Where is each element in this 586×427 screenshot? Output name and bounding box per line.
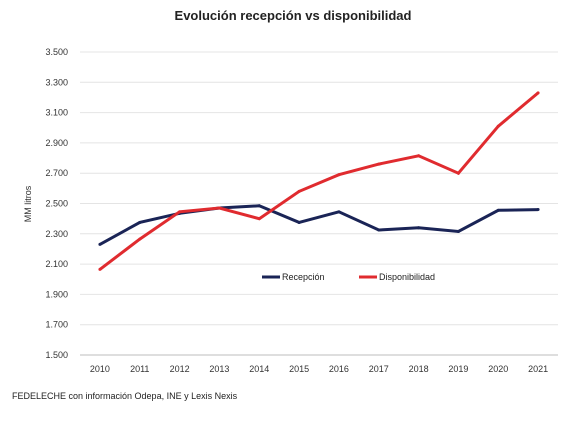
x-tick-label: 2018 [409,364,429,374]
legend: Recepción Disponibilidad [262,272,435,282]
x-tick-label: 2019 [448,364,468,374]
y-tick-label: 1.500 [45,350,68,360]
data-point [138,220,142,224]
y-tick-label: 3.300 [45,77,68,87]
data-point [377,162,381,166]
data-point [536,208,540,212]
data-point [337,210,341,214]
data-point [456,230,460,234]
x-axis-ticks: 2010 2011 2012 2013 2014 2015 2016 2017 2018 2019… [90,364,548,374]
data-point [496,208,500,212]
y-tick-label: 3.500 [45,47,68,57]
series-line-recepción [99,204,539,246]
y-tick-label: 2.900 [45,138,68,148]
gridlines [80,51,558,356]
data-point [456,171,460,175]
x-tick-label: 2010 [90,364,110,374]
data-point [257,217,261,221]
x-tick-label: 2013 [209,364,229,374]
y-tick-label: 3.100 [45,108,68,118]
y-axis-label: MM litros [23,185,33,222]
y-tick-label: 2.700 [45,168,68,178]
y-tick-label: 2.500 [45,199,68,209]
x-tick-label: 2014 [249,364,269,374]
y-tick-label: 2.300 [45,229,68,239]
data-point [138,237,142,241]
data-point [217,206,221,210]
data-point [496,124,500,128]
series-line-disponibilidad [98,91,540,271]
chart-title: Evolución recepción vs disponibilidad [175,8,412,23]
x-tick-label: 2011 [130,364,149,374]
y-tick-label: 1.900 [45,289,68,299]
data-point [337,173,341,177]
data-point [297,220,301,224]
data-point [417,226,421,230]
data-point [257,204,261,208]
x-tick-label: 2016 [329,364,349,374]
x-tick-label: 2017 [369,364,389,374]
x-tick-label: 2020 [488,364,508,374]
data-point [377,228,381,232]
data-point [98,242,102,246]
y-tick-label: 2.100 [45,259,68,269]
legend-label: Recepción [282,272,325,282]
data-point [297,189,301,193]
data-point [98,267,102,271]
series-lines [98,91,540,271]
source-note: FEDELECHE con información Odepa, INE y L… [12,391,238,401]
x-tick-label: 2012 [170,364,190,374]
x-tick-label: 2021 [528,364,548,374]
y-tick-label: 1.700 [45,320,68,330]
y-axis-ticks: 1.500 1.700 1.900 2.100 2.300 2.500 2.700 2.900… [45,47,68,360]
data-point [536,91,540,95]
legend-label: Disponibilidad [379,272,435,282]
data-point [417,154,421,158]
data-point [178,210,182,214]
x-tick-label: 2015 [289,364,309,374]
